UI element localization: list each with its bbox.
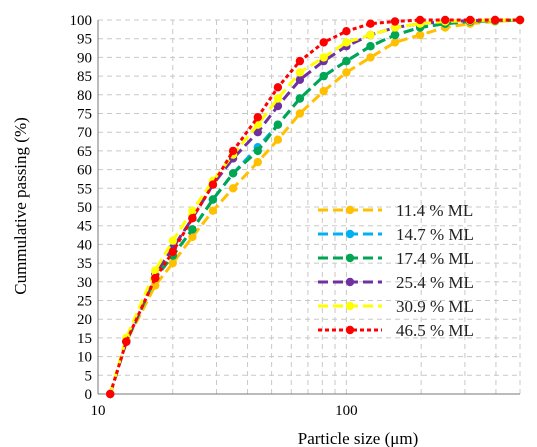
data-point	[208, 180, 218, 189]
y-tick-label: 95	[77, 32, 92, 48]
data-point	[342, 56, 351, 66]
data-point	[390, 23, 400, 32]
data-point	[515, 15, 525, 25]
y-tick-label: 85	[77, 69, 92, 85]
y-tick-label: 45	[77, 219, 92, 235]
data-point	[188, 206, 197, 215]
data-point	[415, 15, 425, 25]
y-tick-label: 65	[77, 144, 92, 160]
data-point	[342, 38, 351, 47]
data-point	[151, 281, 160, 290]
data-point	[228, 146, 238, 156]
y-tick-label: 10	[77, 350, 92, 366]
legend-swatch-marker	[345, 229, 355, 239]
data-point	[342, 68, 351, 77]
x-tick-labels: 10 100	[91, 403, 358, 419]
data-point	[441, 15, 450, 25]
y-tick-label: 20	[77, 312, 92, 328]
y-tick-label: 70	[77, 125, 92, 141]
data-point	[273, 94, 283, 103]
data-point	[188, 225, 197, 234]
y-tick-label: 100	[70, 13, 93, 29]
data-point	[188, 214, 197, 223]
data-point	[319, 86, 328, 96]
legend-swatch-marker	[345, 325, 355, 335]
data-point	[295, 94, 305, 103]
data-point	[168, 247, 177, 257]
data-point	[295, 68, 305, 77]
data-point	[342, 27, 351, 36]
data-point	[490, 15, 500, 25]
y-tick-label: 30	[77, 275, 92, 291]
data-point	[319, 53, 328, 62]
series-lines	[106, 15, 525, 399]
data-point	[168, 258, 177, 268]
data-point	[122, 337, 131, 346]
data-point	[390, 38, 400, 47]
data-point	[273, 135, 283, 144]
data-point	[366, 19, 375, 28]
data-point	[253, 128, 262, 137]
y-tick-label: 90	[77, 50, 92, 66]
axes	[97, 20, 520, 395]
data-point	[208, 206, 218, 215]
legend-swatch-marker	[345, 277, 355, 287]
data-point	[366, 30, 375, 40]
legend-label: 17.4 % ML	[396, 249, 474, 268]
data-point	[188, 232, 197, 242]
legend-label: 11.4 % ML	[396, 201, 473, 220]
data-point	[253, 157, 262, 167]
data-point	[295, 75, 305, 85]
x-tick-label: 10	[91, 403, 106, 419]
y-tick-label: 60	[77, 163, 92, 179]
y-axis-title: Cummulative passing (%)	[11, 117, 30, 295]
data-point	[253, 113, 262, 122]
data-point	[228, 184, 238, 193]
data-point	[253, 146, 262, 156]
data-point	[390, 17, 400, 26]
data-point	[273, 101, 283, 111]
data-point	[466, 15, 475, 25]
x-tick-label: 100	[335, 403, 358, 419]
data-point	[168, 236, 177, 245]
y-tick-label: 5	[85, 368, 93, 384]
y-tick-label: 15	[77, 331, 92, 347]
data-point	[366, 53, 375, 62]
y-tick-label: 80	[77, 88, 92, 104]
legend-label: 30.9 % ML	[396, 297, 474, 316]
data-point	[415, 30, 425, 40]
y-tick-label: 0	[85, 387, 93, 403]
data-point	[273, 83, 283, 92]
data-point	[295, 56, 305, 66]
data-point	[106, 389, 115, 399]
legend-label: 25.4 % ML	[396, 273, 474, 292]
data-point	[319, 38, 328, 47]
grid-lines	[98, 19, 521, 394]
y-tick-label: 40	[77, 237, 92, 253]
data-point	[273, 120, 283, 129]
y-tick-labels: 0 5 10 15 20 25 30 35 40 45 50 55 60 65 70 75 80 85 90 95 10…	[70, 13, 93, 403]
data-point	[390, 30, 400, 40]
data-point	[228, 169, 238, 178]
data-point	[208, 195, 218, 204]
legend-swatch-marker	[345, 205, 355, 215]
y-tick-label: 75	[77, 107, 92, 123]
legend-label: 46.5 % ML	[396, 321, 474, 340]
legend-label: 14.7 % ML	[396, 225, 474, 244]
data-point	[151, 266, 160, 275]
legend-swatch-marker	[345, 253, 355, 263]
data-point	[319, 71, 328, 81]
legend-swatch-marker	[345, 301, 355, 311]
y-tick-label: 25	[77, 294, 92, 310]
data-point	[151, 273, 160, 283]
data-point	[366, 42, 375, 51]
data-point	[295, 109, 305, 118]
series-46-5-ml	[106, 15, 525, 399]
y-tick-label: 35	[77, 256, 92, 272]
legend: 11.4 % ML 14.7 % ML 17.4 % ML 25.4 % ML 30.9…	[318, 201, 474, 340]
y-tick-label: 50	[77, 200, 92, 216]
y-tick-label: 55	[77, 181, 92, 197]
x-axis-title: Particle size (μm)	[298, 429, 419, 447]
